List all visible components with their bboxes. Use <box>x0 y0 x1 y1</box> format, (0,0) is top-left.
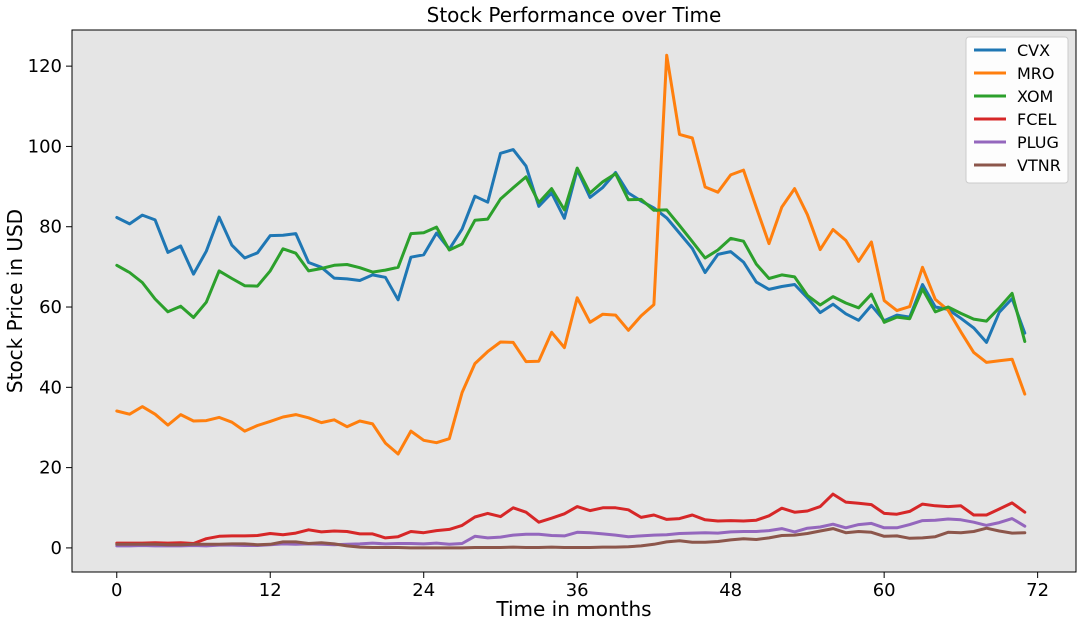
legend-label-mro: MRO <box>1017 64 1055 83</box>
legend-label-cvx: CVX <box>1017 41 1050 60</box>
series-line-mro <box>115 53 1027 456</box>
x-tick-label: 48 <box>719 580 742 601</box>
x-tick-label: 60 <box>873 580 896 601</box>
y-tick-label: 80 <box>39 217 62 238</box>
x-tick-label: 0 <box>111 580 122 601</box>
legend-label-plug: PLUG <box>1017 133 1059 152</box>
x-axis: 0 12 24 36 48 60 72 <box>111 572 1049 601</box>
series-line-fcel <box>115 492 1027 545</box>
plot-frame <box>71 29 1077 573</box>
x-axis-label: Time in months <box>495 597 651 621</box>
legend-label-fcel: FCEL <box>1017 110 1056 129</box>
x-tick-label: 36 <box>566 580 589 601</box>
legend: CVX MRO XOM FCEL PLUG VTNR <box>965 36 1069 184</box>
y-tick-label: 40 <box>39 377 62 398</box>
legend-label-xom: XOM <box>1017 87 1053 106</box>
chart-title: Stock Performance over Time <box>427 3 722 27</box>
y-tick-label: 100 <box>28 136 62 157</box>
y-axis: 0 20 40 60 80 100 120 <box>28 56 72 559</box>
x-tick-label: 12 <box>259 580 282 601</box>
x-tick-label: 24 <box>412 580 435 601</box>
x-tick-label: 72 <box>1026 580 1049 601</box>
y-tick-label: 20 <box>39 458 62 479</box>
series-line-vtnr <box>115 526 1027 550</box>
legend-label-vtnr: VTNR <box>1017 156 1061 175</box>
series-line-xom <box>115 166 1027 343</box>
y-axis-label: Stock Price in USD <box>3 209 27 393</box>
y-tick-label: 0 <box>51 538 62 559</box>
y-tick-label: 60 <box>39 297 62 318</box>
y-tick-label: 120 <box>28 56 62 77</box>
series-layer <box>115 53 1027 550</box>
plot-background <box>72 30 1076 572</box>
